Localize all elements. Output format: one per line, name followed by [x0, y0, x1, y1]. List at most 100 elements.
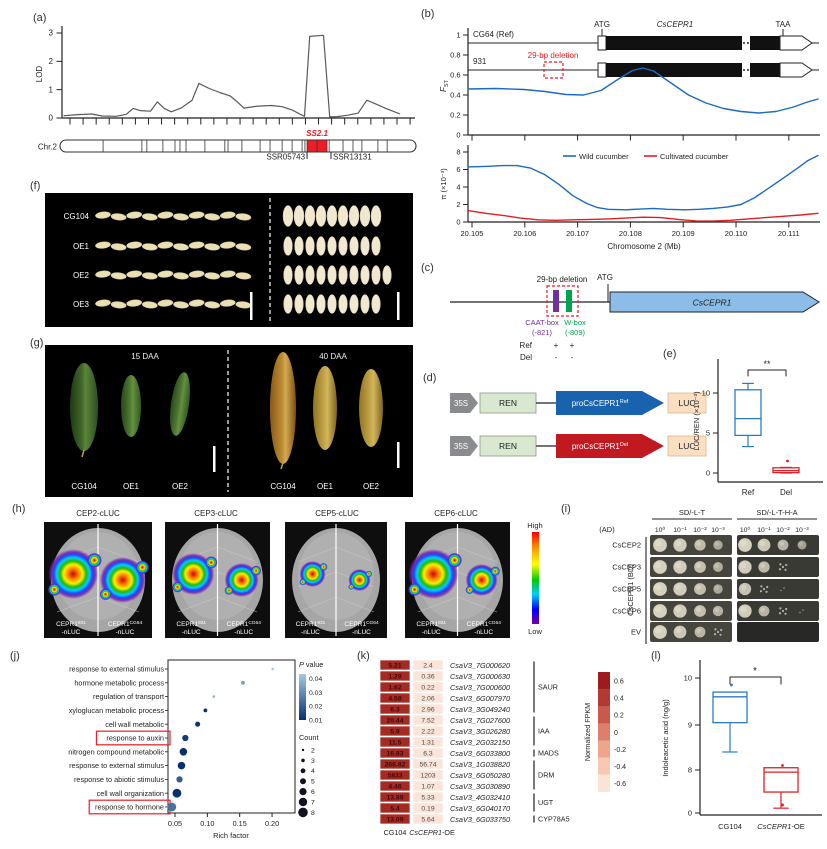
- svg-text:OE3: OE3: [73, 300, 90, 309]
- svg-text:35S: 35S: [454, 442, 468, 451]
- panel-l-iaa-boxplot: 10 9 8 0 Indoleacetic acid (ng/g) * CG104 CsCEP…: [661, 660, 822, 831]
- svg-text:-nLUC: -nLUC: [116, 629, 135, 636]
- svg-text:0.03: 0.03: [309, 690, 322, 697]
- svg-text:2.06: 2.06: [421, 696, 434, 703]
- svg-text:SAUR: SAUR: [538, 683, 558, 692]
- svg-text:5833: 5833: [387, 773, 402, 780]
- svg-text:5.4: 5.4: [390, 806, 400, 813]
- svg-text:15 DAA: 15 DAA: [131, 352, 159, 361]
- svg-text:(AD): (AD): [599, 525, 615, 534]
- svg-text:W-box: W-box: [564, 318, 586, 327]
- svg-text:OE1: OE1: [73, 242, 90, 251]
- svg-text:1.31: 1.31: [421, 740, 434, 747]
- svg-text:Ref: Ref: [520, 341, 533, 350]
- svg-text:REN: REN: [499, 441, 517, 451]
- svg-text:CAAT-box: CAAT-box: [525, 318, 559, 327]
- svg-text:10⁻³: 10⁻³: [795, 527, 809, 534]
- svg-text:10⁰: 10⁰: [740, 526, 751, 534]
- svg-text:1: 1: [456, 31, 460, 40]
- svg-text:DRM: DRM: [538, 771, 554, 780]
- svg-text:CEPR1CG64: CEPR1CG64: [467, 620, 502, 628]
- svg-text:10⁻²: 10⁻²: [693, 527, 707, 534]
- svg-text:TAA: TAA: [776, 20, 792, 29]
- panel-g-fruit-photos: 15 DAA 40 DAA CG104 CG104 OE1 OE1 OE2 OE2: [45, 345, 413, 497]
- svg-text:Rich factor: Rich factor: [213, 831, 249, 840]
- svg-text:CG104: CG104: [71, 482, 97, 491]
- svg-text:SSR05743: SSR05743: [266, 153, 305, 162]
- svg-text:CEP3-cLUC: CEP3-cLUC: [194, 509, 238, 518]
- svg-text:CsCEPR1-OE: CsCEPR1-OE: [409, 828, 455, 837]
- svg-text:0.15: 0.15: [233, 819, 247, 828]
- svg-text:response to abiotic stimulus: response to abiotic stimulus: [74, 775, 164, 784]
- svg-text:10⁻³: 10⁻³: [711, 527, 725, 534]
- svg-text:cell wall metabolic: cell wall metabolic: [105, 720, 164, 729]
- panel-g-label: (g): [30, 337, 44, 349]
- svg-text:13.09: 13.09: [386, 817, 403, 824]
- svg-text:10⁻¹: 10⁻¹: [673, 527, 687, 534]
- svg-text:Normalized FPKM: Normalized FPKM: [583, 703, 592, 761]
- svg-text:5.9: 5.9: [390, 729, 400, 736]
- svg-text:CsCEPR1 (BD): CsCEPR1 (BD): [626, 564, 635, 616]
- svg-text:Indoleacetic acid (ng/g): Indoleacetic acid (ng/g): [661, 699, 670, 777]
- svg-text:Del: Del: [520, 353, 532, 362]
- svg-text:10⁰: 10⁰: [655, 526, 666, 534]
- svg-text:4.46: 4.46: [388, 784, 401, 791]
- svg-text:proCsCEPR1Ref: proCsCEPR1Ref: [572, 399, 629, 408]
- svg-text:CsaV3_4G032410: CsaV3_4G032410: [450, 793, 510, 802]
- svg-text:8: 8: [456, 148, 460, 157]
- svg-text:CEP5-cLUC: CEP5-cLUC: [315, 509, 359, 518]
- svg-text:2.4: 2.4: [423, 663, 433, 670]
- svg-text:Chr.2: Chr.2: [38, 143, 58, 152]
- svg-text:1.07: 1.07: [421, 784, 434, 791]
- svg-text:1.62: 1.62: [388, 685, 401, 692]
- svg-text:20.110: 20.110: [725, 229, 747, 238]
- svg-text:0.36: 0.36: [421, 674, 434, 681]
- svg-text:CEPR1CG64: CEPR1CG64: [227, 620, 262, 628]
- svg-text:SSR13131: SSR13131: [333, 153, 372, 162]
- svg-text:CEPR1CG64: CEPR1CG64: [344, 620, 379, 628]
- svg-text:REN: REN: [499, 398, 517, 408]
- svg-text:56.74: 56.74: [419, 762, 436, 769]
- svg-text:CsCEP6: CsCEP6: [612, 607, 641, 616]
- svg-text:OE1: OE1: [317, 482, 334, 491]
- svg-text:(-821): (-821): [532, 328, 553, 337]
- svg-text:2: 2: [456, 200, 460, 209]
- svg-text:π (×10⁻³): π (×10⁻³): [439, 168, 448, 200]
- svg-text:CEPR1931: CEPR1931: [176, 620, 206, 628]
- svg-text:0.05: 0.05: [168, 819, 182, 828]
- svg-text:CEPR1931: CEPR1931: [296, 620, 326, 628]
- svg-text:CsCEP2: CsCEP2: [612, 541, 641, 550]
- svg-text:0.8: 0.8: [450, 51, 460, 60]
- svg-text:20.44: 20.44: [386, 718, 403, 725]
- svg-text:Chromosome 2 (Mb): Chromosome 2 (Mb): [607, 242, 681, 251]
- svg-text:0: 0: [614, 730, 618, 737]
- svg-text:5.64: 5.64: [421, 817, 434, 824]
- svg-text:ATG: ATG: [597, 273, 613, 282]
- svg-text:-: -: [555, 353, 558, 362]
- svg-text:CEP2-cLUC: CEP2-cLUC: [76, 509, 120, 518]
- svg-text:-0.6: -0.6: [614, 781, 626, 788]
- svg-text:20.106: 20.106: [513, 229, 536, 238]
- panel-h-split-luc-leaves: CEP2-cLUCCEPR1931-nLUCCEPR1CG64-nLUCCEP3…: [44, 509, 543, 638]
- svg-text:High: High: [527, 521, 542, 530]
- svg-text:20.108: 20.108: [619, 229, 642, 238]
- svg-text:0.4: 0.4: [450, 91, 460, 100]
- svg-text:EV: EV: [631, 628, 641, 637]
- svg-text:cell wall organization: cell wall organization: [97, 789, 164, 798]
- svg-text:0: 0: [706, 469, 710, 478]
- svg-text:2.22: 2.22: [421, 729, 434, 736]
- svg-text:CsaV3_7G000600: CsaV3_7G000600: [450, 683, 510, 692]
- svg-text:Low: Low: [528, 627, 542, 636]
- svg-text:1203: 1203: [420, 773, 435, 780]
- svg-text:OE2: OE2: [73, 271, 90, 280]
- svg-text:3: 3: [311, 758, 315, 765]
- svg-text:OE2: OE2: [363, 482, 380, 491]
- svg-text:CG104: CG104: [718, 822, 742, 831]
- svg-text:0.6: 0.6: [450, 71, 460, 80]
- svg-text:OE1: OE1: [123, 482, 140, 491]
- svg-text:*: *: [753, 666, 757, 677]
- svg-text:proCsCEPR1Del: proCsCEPR1Del: [572, 442, 628, 451]
- svg-text:-: -: [571, 353, 574, 362]
- panel-i-yeast-two-hybrid: SD/-L-T SD/-L-T-H-A (AD) 10⁰ 10⁰ 10⁻¹ 10⁻¹ 10⁻²…: [599, 508, 819, 644]
